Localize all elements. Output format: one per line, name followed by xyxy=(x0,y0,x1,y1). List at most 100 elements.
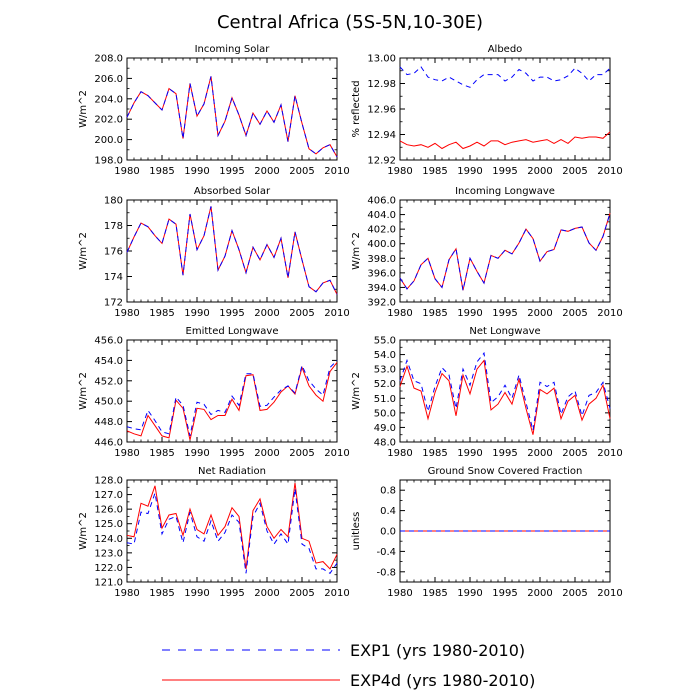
series-line-exp1 xyxy=(399,66,611,88)
y-tick-label: 452.0 xyxy=(94,376,123,387)
x-tick-label: 2000 xyxy=(527,166,552,177)
y-tick-label: 50.0 xyxy=(374,408,396,419)
y-tick-label: 48.0 xyxy=(374,438,396,449)
panel-4: Emitted Longwave 1980 1985 1990 1995 2000 2005… xyxy=(78,326,350,459)
x-tick-label: 1980 xyxy=(114,448,139,459)
y-tick-label: 206.0 xyxy=(94,74,123,85)
series-line-exp1 xyxy=(399,351,611,431)
x-tick-label: 2010 xyxy=(597,448,622,459)
x-tick-label: 1985 xyxy=(149,308,174,319)
x-tick-label: 2005 xyxy=(289,166,314,177)
series-line-exp4d xyxy=(399,359,611,435)
panel-2: Absorbed Solar 1980 1985 1990 1995 2000 2005 20… xyxy=(78,186,350,319)
y-tick-label: 125.0 xyxy=(94,519,123,530)
plot-frame xyxy=(126,199,338,303)
y-tick-label: 124.0 xyxy=(94,534,123,545)
x-tick-label: 2010 xyxy=(597,308,622,319)
x-tick-label: 2010 xyxy=(324,448,349,459)
y-tick-label: 121.0 xyxy=(94,578,123,589)
y-tick-label: 450.0 xyxy=(94,397,123,408)
x-tick-label: 2005 xyxy=(289,588,314,599)
x-tick-label: 2005 xyxy=(562,448,587,459)
x-tick-label: 2010 xyxy=(324,166,349,177)
x-tick-label: 1985 xyxy=(149,166,174,177)
y-tick-label: 0.4 xyxy=(380,506,396,517)
y-tick-label: -0.8 xyxy=(376,567,396,578)
panel-1: Albedo 1980 1985 1990 1995 2000 2005 2010 12.92 1… xyxy=(351,44,623,177)
x-tick-label: 1980 xyxy=(387,308,412,319)
y-axis-label: W/m^2 xyxy=(351,372,362,410)
x-tick-label: 1985 xyxy=(149,588,174,599)
y-tick-label: 200.0 xyxy=(94,135,123,146)
y-tick-label: 126.0 xyxy=(94,505,123,516)
y-axis-label: W/m^2 xyxy=(351,232,362,270)
x-tick-label: 1985 xyxy=(422,308,447,319)
plot-frame xyxy=(126,479,338,583)
y-tick-label: 446.0 xyxy=(94,438,123,449)
y-tick-label: 174 xyxy=(104,272,123,283)
x-tick-label: 1985 xyxy=(422,448,447,459)
y-axis-label: W/m^2 xyxy=(78,372,89,410)
legend: EXP1 (yrs 1980-2010) EXP4d (yrs 1980-201… xyxy=(162,641,535,690)
y-tick-label: 52.0 xyxy=(374,379,396,390)
x-tick-label: 2000 xyxy=(254,166,279,177)
series-line-exp1 xyxy=(126,488,338,574)
plot-frame xyxy=(399,339,611,443)
y-tick-label: 122.0 xyxy=(94,563,123,574)
x-tick-label: 2005 xyxy=(289,448,314,459)
y-tick-label: 128.0 xyxy=(94,476,123,487)
x-tick-label: 2010 xyxy=(324,588,349,599)
x-tick-label: 2000 xyxy=(254,448,279,459)
y-tick-label: 54.0 xyxy=(374,350,396,361)
x-tick-label: 1985 xyxy=(422,166,447,177)
figure-title: Central Africa (5S-5N,10-30E) xyxy=(217,12,483,33)
x-tick-label: 1980 xyxy=(114,588,139,599)
y-tick-label: 123.0 xyxy=(94,548,123,559)
panel-0: Incoming Solar 1980 1985 1990 1995 2000 2005 20… xyxy=(78,44,350,177)
x-tick-label: 2005 xyxy=(289,308,314,319)
legend-label-exp4d: EXP4d (yrs 1980-2010) xyxy=(350,671,535,690)
y-tick-label: 208.0 xyxy=(94,54,123,65)
y-tick-label: 400.0 xyxy=(367,239,396,250)
series-line-exp4d xyxy=(399,131,611,150)
x-tick-label: 1990 xyxy=(184,448,209,459)
series-line-exp4d xyxy=(126,362,338,441)
x-tick-label: 1980 xyxy=(114,308,139,319)
y-tick-label: 0.0 xyxy=(380,527,396,538)
y-tick-label: 454.0 xyxy=(94,356,123,367)
x-tick-label: 1990 xyxy=(184,588,209,599)
x-tick-label: 2000 xyxy=(254,308,279,319)
y-tick-label: 180 xyxy=(104,196,123,207)
x-tick-label: 1990 xyxy=(457,448,482,459)
y-tick-label: 448.0 xyxy=(94,417,123,428)
y-tick-label: 51.0 xyxy=(374,394,396,405)
series-line-exp4d xyxy=(126,76,338,158)
panel-title: Albedo xyxy=(488,44,523,55)
y-tick-label: 396.0 xyxy=(367,268,396,279)
series-line-exp4d xyxy=(126,482,338,570)
x-tick-label: 1995 xyxy=(219,588,244,599)
x-tick-label: 2005 xyxy=(562,308,587,319)
panel-title: Incoming Longwave xyxy=(455,186,555,197)
panel-title: Net Radiation xyxy=(198,466,266,477)
y-tick-label: 178 xyxy=(104,221,123,232)
x-tick-label: 2000 xyxy=(254,588,279,599)
legend-label-exp1: EXP1 (yrs 1980-2010) xyxy=(350,641,525,660)
y-axis-label: W/m^2 xyxy=(78,512,89,550)
y-tick-label: 49.0 xyxy=(374,423,396,434)
panel-title: Ground Snow Covered Fraction xyxy=(428,466,583,477)
y-tick-label: -0.4 xyxy=(376,547,396,558)
y-tick-label: 404.0 xyxy=(367,210,396,221)
y-tick-label: 127.0 xyxy=(94,490,123,501)
panels-group: Incoming Solar 1980 1985 1990 1995 2000 2005 20… xyxy=(78,44,623,599)
y-tick-label: 398.0 xyxy=(367,254,396,265)
panel-7: Ground Snow Covered Fraction 1980 1985 1990… xyxy=(351,466,623,599)
y-tick-label: 392.0 xyxy=(367,298,396,309)
panel-6: Net Radiation 1980 1985 1990 1995 2000 2005 201… xyxy=(78,466,350,599)
x-tick-label: 1995 xyxy=(492,166,517,177)
y-axis-label: W/m^2 xyxy=(78,232,89,270)
y-tick-label: 55.0 xyxy=(374,336,396,347)
x-tick-label: 1995 xyxy=(219,448,244,459)
x-tick-label: 2000 xyxy=(527,588,552,599)
